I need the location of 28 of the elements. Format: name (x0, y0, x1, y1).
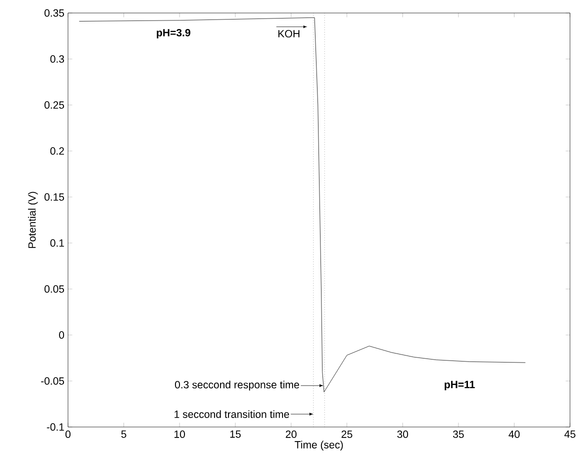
y-tick-label: 0.1 (50, 239, 64, 247)
x-tick-label: 25 (342, 430, 352, 438)
annotation: 1 seccond transition time (174, 410, 290, 418)
x-tick-label: 45 (564, 430, 576, 438)
y-tick-label: 0.05 (44, 285, 64, 293)
annotation: KOH (278, 30, 300, 38)
y-axis-title: Potential (V) (28, 192, 38, 248)
annotation: 0.3 seccond response time (174, 380, 300, 390)
y-tick-label: 0.3 (50, 55, 64, 63)
line-series (78, 17, 526, 392)
annotation: pH=3.9 (156, 28, 190, 38)
y-tick-label: -0.1 (46, 423, 64, 431)
x-axis-title: Time (sec) (294, 440, 343, 451)
y-tick-label: 0 (59, 331, 64, 339)
x-tick-label: 15 (230, 430, 241, 438)
y-tick-label: 0.2 (50, 147, 64, 155)
x-tick-label: 5 (121, 430, 126, 438)
y-tick-label: -0.05 (41, 377, 64, 385)
x-tick-label: 20 (286, 430, 297, 438)
annotation: pH=11 (444, 380, 475, 390)
x-tick-label: 35 (453, 430, 464, 438)
y-tick-label: 0.25 (44, 101, 64, 109)
x-tick-label: 0 (65, 430, 70, 438)
y-tick-label: 0.35 (44, 9, 64, 17)
x-tick-label: 10 (174, 430, 185, 438)
x-tick-label: 40 (508, 430, 520, 438)
x-tick-label: 30 (397, 430, 408, 438)
y-tick-label: 0.15 (44, 193, 64, 201)
